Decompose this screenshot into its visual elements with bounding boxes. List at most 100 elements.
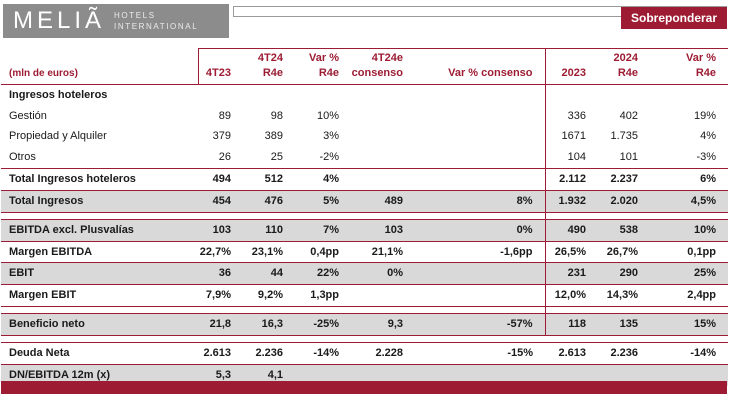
value-cell: 0% bbox=[351, 262, 415, 286]
value-cell: 101 bbox=[598, 147, 650, 169]
value-cell: 476 bbox=[243, 189, 295, 213]
value-cell bbox=[351, 335, 415, 343]
value-cell: 110 bbox=[243, 218, 295, 242]
value-cell bbox=[650, 212, 728, 220]
value-cell bbox=[198, 335, 243, 343]
value-cell: 0,1pp bbox=[650, 241, 728, 263]
value-cell: 2,4pp bbox=[650, 284, 728, 308]
value-cell: 454 bbox=[198, 189, 243, 213]
value-cell: 2.613 bbox=[545, 341, 598, 365]
value-cell: 6% bbox=[650, 168, 728, 191]
col-var-r4e: Var % R4e bbox=[295, 48, 351, 85]
value-cell bbox=[415, 262, 546, 286]
value-cell: 4% bbox=[295, 168, 351, 191]
value-cell: -25% bbox=[295, 313, 351, 336]
value-cell: 290 bbox=[598, 262, 650, 286]
table-body: Ingresos hoteleros Gestión 89 98 10% 336 402 19… bbox=[1, 84, 728, 386]
value-cell bbox=[415, 364, 545, 386]
value-cell: 22% bbox=[295, 262, 351, 286]
value-cell bbox=[598, 306, 650, 314]
row-label bbox=[1, 212, 198, 220]
table-row: Propiedad y Alquiler 379 389 3% 1671 1.735 4% bbox=[1, 126, 728, 148]
value-cell bbox=[650, 84, 728, 106]
value-cell bbox=[650, 364, 728, 386]
value-cell bbox=[295, 306, 351, 314]
value-cell bbox=[295, 84, 351, 106]
value-cell bbox=[351, 105, 415, 127]
value-cell bbox=[415, 84, 546, 106]
value-cell: -57% bbox=[415, 313, 546, 336]
value-cell: 402 bbox=[598, 105, 650, 127]
value-cell: 379 bbox=[198, 126, 243, 148]
table-row: Total Ingresos hoteleros 494 512 4% 2.112 2.2… bbox=[1, 168, 728, 191]
value-cell: 1,3pp bbox=[295, 284, 351, 308]
row-label: Gestión bbox=[1, 105, 198, 127]
value-cell: 118 bbox=[545, 313, 598, 336]
value-cell bbox=[598, 212, 650, 220]
value-cell bbox=[598, 364, 650, 386]
value-cell bbox=[415, 212, 546, 220]
value-cell: 5% bbox=[295, 189, 351, 213]
value-cell: 26,5% bbox=[545, 241, 598, 263]
row-label: EBIT bbox=[1, 262, 198, 286]
col-4t24-r4e: 4T24 R4e bbox=[243, 48, 295, 85]
rating-badge: Sobreponderar bbox=[620, 7, 727, 30]
value-cell bbox=[415, 147, 546, 169]
value-cell bbox=[545, 306, 598, 314]
bottom-accent-bar bbox=[1, 381, 727, 394]
value-cell: 2.228 bbox=[351, 341, 415, 365]
value-cell: 0% bbox=[415, 218, 546, 242]
value-cell: 135 bbox=[598, 313, 650, 336]
value-cell: 389 bbox=[243, 126, 295, 148]
value-cell: 2.236 bbox=[598, 341, 650, 365]
value-cell bbox=[415, 126, 546, 148]
row-label: DN/EBITDA 12m (x) bbox=[1, 364, 198, 386]
value-cell: 494 bbox=[198, 168, 243, 191]
value-cell bbox=[351, 126, 415, 148]
row-label: Otros bbox=[1, 147, 198, 169]
value-cell: 10% bbox=[295, 105, 351, 127]
value-cell bbox=[415, 306, 546, 314]
value-cell bbox=[598, 84, 650, 106]
value-cell bbox=[598, 335, 650, 343]
row-label: Propiedad y Alquiler bbox=[1, 126, 198, 148]
table-header: (mln de euros) 4T23 4T24 R4e Var % R4e 4… bbox=[1, 48, 728, 85]
value-cell: 231 bbox=[545, 262, 598, 286]
top-bar: MELIÃ HOTELS INTERNATIONAL Sobreponderar bbox=[0, 0, 729, 44]
value-cell: 8% bbox=[415, 189, 546, 213]
value-cell: -14% bbox=[650, 341, 728, 365]
value-cell: -15% bbox=[415, 341, 545, 365]
header-row: (mln de euros) 4T23 4T24 R4e Var % R4e 4… bbox=[1, 48, 728, 85]
col-2024-r4e: 2024 R4e bbox=[598, 48, 650, 85]
value-cell bbox=[198, 212, 243, 220]
financials-table: (mln de euros) 4T23 4T24 R4e Var % R4e 4… bbox=[1, 48, 728, 386]
row-label: Total Ingresos hoteleros bbox=[1, 168, 198, 191]
unit-label-cell: (mln de euros) bbox=[1, 48, 198, 85]
value-cell: 36 bbox=[198, 262, 243, 286]
value-cell: 98 bbox=[243, 105, 295, 127]
row-label: Deuda Neta bbox=[1, 341, 198, 365]
table-row: EBIT 36 44 22% 0% 231 290 25% bbox=[1, 262, 728, 286]
row-label: Ingresos hoteleros bbox=[1, 84, 198, 106]
value-cell: 26 bbox=[198, 147, 243, 169]
value-cell: 2.237 bbox=[598, 168, 650, 191]
value-cell bbox=[351, 212, 415, 220]
value-cell: 336 bbox=[545, 105, 598, 127]
row-label bbox=[1, 306, 198, 314]
value-cell: 0,4pp bbox=[295, 241, 351, 263]
value-cell: 489 bbox=[351, 189, 415, 213]
value-cell: 2.236 bbox=[243, 341, 295, 365]
value-cell: 16,3 bbox=[243, 313, 295, 336]
row-label bbox=[1, 335, 198, 343]
table-row: EBITDA excl. Plusvalías 103 110 7% 103 0% 490 5… bbox=[1, 218, 728, 242]
table-row: Margen EBITDA 22,7% 23,1% 0,4pp 21,1% -1,6pp 2… bbox=[1, 241, 728, 263]
table-row: Total Ingresos 454 476 5% 489 8% 1.932 2.020 4,5… bbox=[1, 189, 728, 213]
value-cell: 2.112 bbox=[545, 168, 598, 191]
value-cell: 3% bbox=[295, 126, 351, 148]
value-cell: 10% bbox=[650, 218, 728, 242]
table-row: DN/EBITDA 12m (x) 5,3 4,1 bbox=[1, 364, 728, 386]
value-cell bbox=[295, 212, 351, 220]
value-cell: 14,3% bbox=[598, 284, 650, 308]
value-cell: 89 bbox=[198, 105, 243, 127]
